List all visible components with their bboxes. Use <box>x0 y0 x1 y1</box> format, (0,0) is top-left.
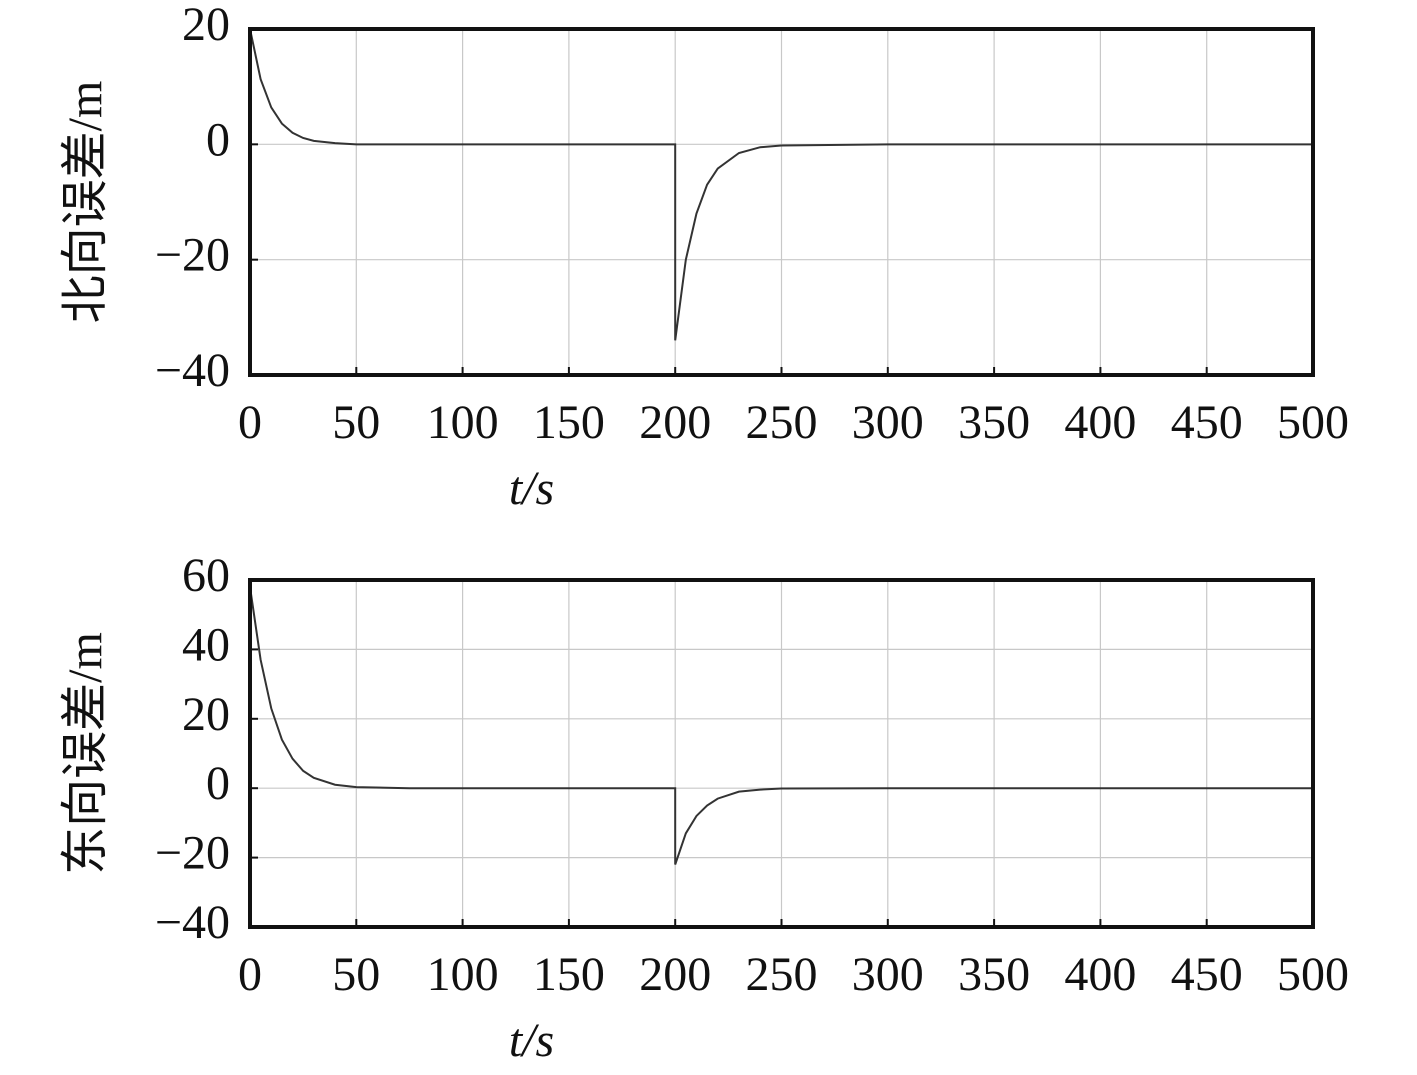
x-tick-label: 350 <box>958 396 1030 449</box>
y-tick-label: −20 <box>155 229 230 282</box>
x-tick-label: 450 <box>1171 396 1243 449</box>
x-tick-label: 400 <box>1064 396 1136 449</box>
y-tick-label: 0 <box>206 757 230 810</box>
y-axis-label: 东向误差/m <box>59 632 112 875</box>
x-tick-label: 150 <box>533 396 605 449</box>
x-tick-label: 0 <box>238 396 262 449</box>
y-tick-label: −40 <box>155 344 230 397</box>
subplot: 0 50 100 150 200 250 300 350 400 450 500 −40 −20 0 20 4… <box>59 549 1349 1067</box>
y-tick-label: 20 <box>182 0 230 51</box>
y-tick-label: 20 <box>182 688 230 741</box>
x-tick-label: 100 <box>427 948 499 1001</box>
x-tick-label: 400 <box>1064 948 1136 1001</box>
x-tick-label: 250 <box>746 948 818 1001</box>
x-tick-label: 300 <box>852 948 924 1001</box>
y-tick-label: 0 <box>206 113 230 166</box>
y-tick-label: −40 <box>155 896 230 949</box>
line-series <box>249 586 1313 865</box>
x-tick-label: 450 <box>1171 948 1243 1001</box>
y-tick-label: −20 <box>155 827 230 880</box>
x-tick-label: 150 <box>533 948 605 1001</box>
x-tick-label: 0 <box>238 948 262 1001</box>
x-tick-label: 50 <box>332 948 380 1001</box>
y-tick-label: 40 <box>182 618 230 671</box>
y-axis-label: 北向误差/m <box>59 81 112 324</box>
x-tick-label: 300 <box>852 396 924 449</box>
x-tick-label: 100 <box>427 396 499 449</box>
x-tick-label: 500 <box>1277 396 1349 449</box>
x-tick-label: 350 <box>958 948 1030 1001</box>
x-axis-label: t/s <box>509 462 554 515</box>
line-series <box>249 28 1313 341</box>
x-tick-label: 250 <box>746 396 818 449</box>
x-tick-label: 200 <box>639 396 711 449</box>
y-tick-label: 60 <box>182 549 230 602</box>
x-axis-label: t/s <box>509 1014 554 1067</box>
plot-frame <box>248 578 1315 929</box>
plot-frame <box>248 27 1315 377</box>
x-tick-label: 500 <box>1277 948 1349 1001</box>
x-tick-label: 50 <box>332 396 380 449</box>
x-tick-label: 200 <box>639 948 711 1001</box>
subplot: 0 50 100 150 200 250 300 350 400 450 500 −40 −20 0 20 t… <box>59 0 1349 515</box>
